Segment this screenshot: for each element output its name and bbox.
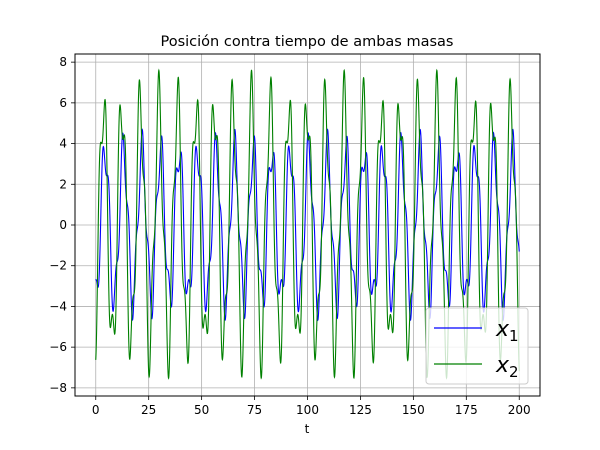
x-tick-label-3: 75 xyxy=(247,403,262,417)
x-tick-label-0: 0 xyxy=(92,403,100,417)
series-line-x2 xyxy=(95,68,520,380)
x-axis-ticks: 0 25 50 75 100 125 150 175 200 xyxy=(92,396,531,417)
x-tick-label-8: 200 xyxy=(508,403,531,417)
series-lines xyxy=(95,68,520,380)
x-axis-label: t xyxy=(305,422,310,436)
x-tick-label-4: 100 xyxy=(296,403,319,417)
y-tick-label-2: −4 xyxy=(49,299,67,313)
x-tick-label-6: 150 xyxy=(402,403,425,417)
legend-label-x1: x1 xyxy=(495,317,519,345)
x-tick-label-1: 25 xyxy=(141,403,156,417)
y-axis-ticks: −8 −6 −4 −2 0 2 4 6 8 xyxy=(49,55,75,395)
y-tick-label-7: 6 xyxy=(59,96,67,110)
x-tick-label-5: 125 xyxy=(349,403,372,417)
y-tick-label-6: 4 xyxy=(59,137,67,151)
y-tick-label-4: 0 xyxy=(59,218,67,232)
chart-title: Posición contra tiempo de ambas masas xyxy=(161,34,454,50)
y-tick-label-0: −8 xyxy=(49,381,67,395)
y-tick-label-5: 2 xyxy=(59,177,67,191)
x-tick-label-2: 50 xyxy=(194,403,209,417)
y-tick-label-8: 8 xyxy=(59,55,67,69)
y-tick-label-1: −6 xyxy=(49,340,67,354)
y-tick-label-3: −2 xyxy=(49,259,67,273)
legend-box xyxy=(425,307,529,385)
legend-label-x2: x2 xyxy=(495,353,519,381)
x-tick-label-7: 175 xyxy=(455,403,478,417)
